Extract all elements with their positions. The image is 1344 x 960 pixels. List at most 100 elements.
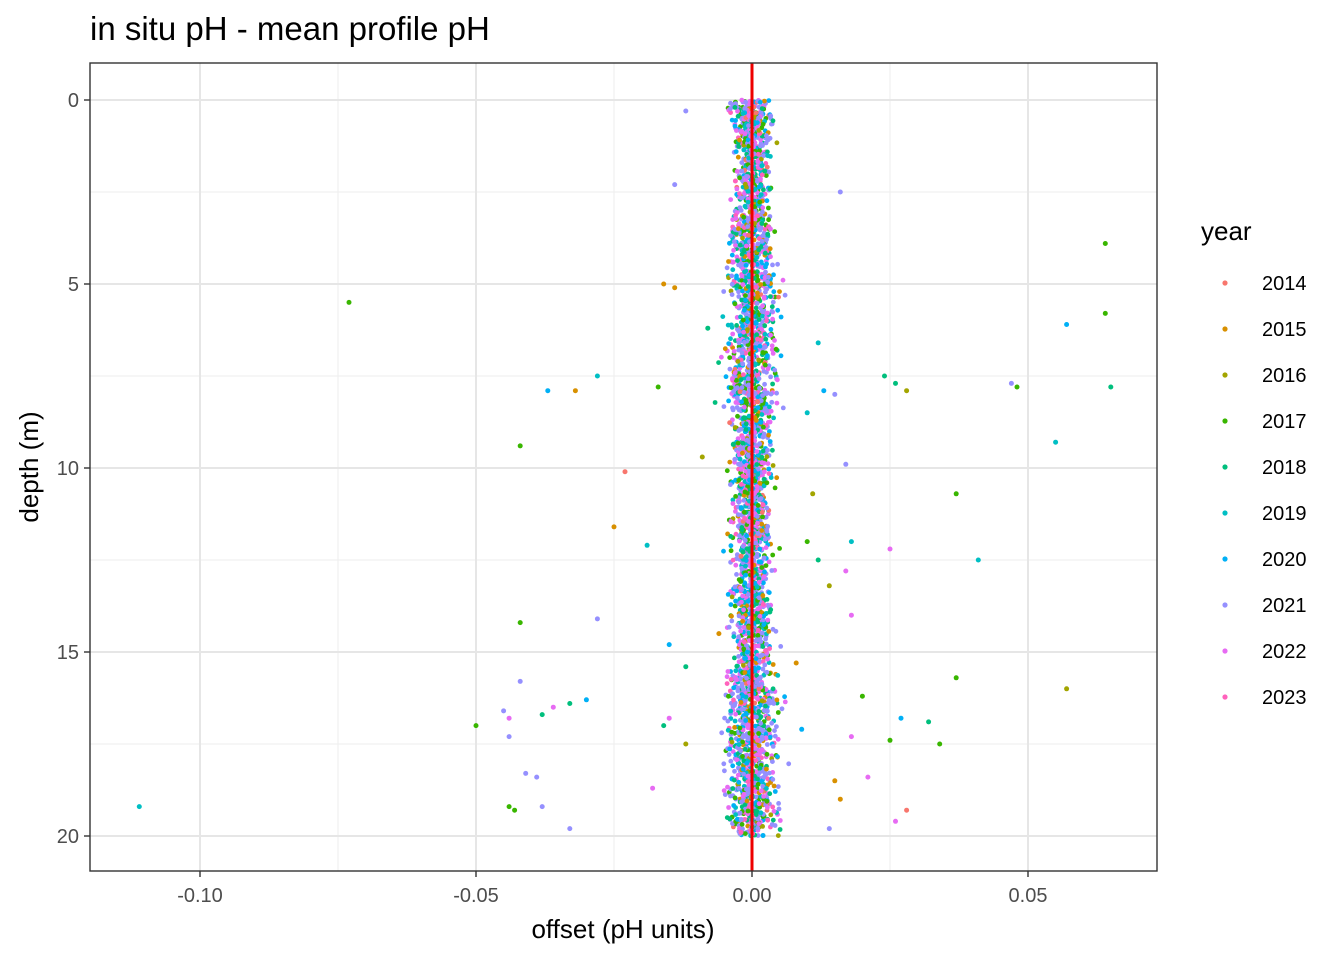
point-2022 [725,669,731,674]
point-2022 [738,585,743,591]
point-2020 [731,803,737,808]
point-2018 [716,360,721,365]
point-2018 [1108,384,1114,390]
point-2022 [739,273,745,279]
point-2015 [766,629,772,634]
point-2023 [728,110,733,115]
point-2020 [734,588,740,594]
point-2020 [740,323,745,329]
x-tick-label: 0.05 [1009,885,1048,907]
point-2022 [731,348,737,354]
point-2021 [762,662,768,668]
point-2017 [770,552,776,558]
legend-key-2023 [1222,694,1228,700]
point-2014 [737,389,743,395]
point-2022 [738,467,744,472]
point-2021 [764,133,769,139]
point-2018 [661,723,667,729]
point-2021 [768,374,773,380]
x-tick-label: 0.00 [733,885,772,907]
point-2014 [759,510,765,515]
point-2022 [848,734,854,740]
point-2014 [755,399,760,405]
point-2022 [755,643,761,649]
point-2022 [744,243,749,249]
point-2021 [775,784,781,789]
point-2017 [740,739,745,745]
point-2021 [729,273,735,279]
point-2021 [734,395,740,401]
point-2019 [746,413,752,419]
point-2019 [733,812,739,817]
point-2018 [770,118,776,124]
point-2021 [760,666,766,672]
point-2018 [734,323,739,328]
point-2015 [736,226,741,232]
point-2017 [757,199,763,205]
point-2018 [740,549,746,555]
point-2016 [741,663,746,668]
point-2021 [757,497,762,502]
point-2020 [744,319,750,324]
point-2021 [764,641,769,647]
point-2015 [756,743,762,748]
point-2018 [745,284,751,289]
point-2023 [760,601,766,607]
point-2022 [843,568,849,574]
y-tick-label: 15 [57,642,79,664]
point-2017 [746,143,752,149]
point-2021 [740,544,746,549]
point-2021 [763,514,769,520]
point-2022 [848,612,854,618]
point-2020 [741,307,747,313]
point-2015 [611,524,617,530]
point-2018 [744,546,750,552]
point-2018 [760,643,765,649]
point-2021 [730,691,735,697]
point-2023 [770,804,776,810]
point-2021 [745,592,751,597]
point-2021 [761,774,767,780]
point-2021 [746,376,751,382]
point-2020 [723,374,729,380]
legend-key-2020 [1222,556,1228,562]
point-2022 [739,97,745,103]
point-2022 [770,316,775,322]
point-2022 [756,801,762,807]
point-2020 [758,559,764,565]
point-2023 [730,557,736,563]
point-2022 [735,772,741,778]
point-2022 [755,159,761,165]
point-2015 [832,778,838,784]
point-2017 [473,723,479,729]
point-2021 [743,734,748,739]
point-2019 [728,708,734,714]
point-2021 [753,341,759,347]
point-2015 [735,154,741,160]
point-2014 [622,469,628,475]
point-2017 [517,620,523,626]
point-2020 [771,272,776,278]
point-2018 [738,377,744,383]
point-2018 [754,673,760,678]
point-2021 [726,752,732,757]
point-2021 [728,758,734,764]
point-2021 [761,368,767,374]
point-2020 [743,263,749,268]
point-2021 [754,514,760,519]
point-2020 [740,766,746,772]
point-2018 [770,447,775,453]
legend-key-2022 [1222,648,1228,654]
point-2021 [736,654,741,659]
point-2018 [740,440,746,446]
point-2017 [773,346,779,352]
point-2017 [741,509,747,515]
point-2022 [732,370,738,376]
point-2021 [739,385,745,390]
point-2015 [762,98,767,104]
point-2021 [724,265,730,271]
point-2021 [746,583,752,588]
point-2018 [756,247,762,253]
point-2022 [762,469,767,475]
point-2019 [767,404,772,410]
